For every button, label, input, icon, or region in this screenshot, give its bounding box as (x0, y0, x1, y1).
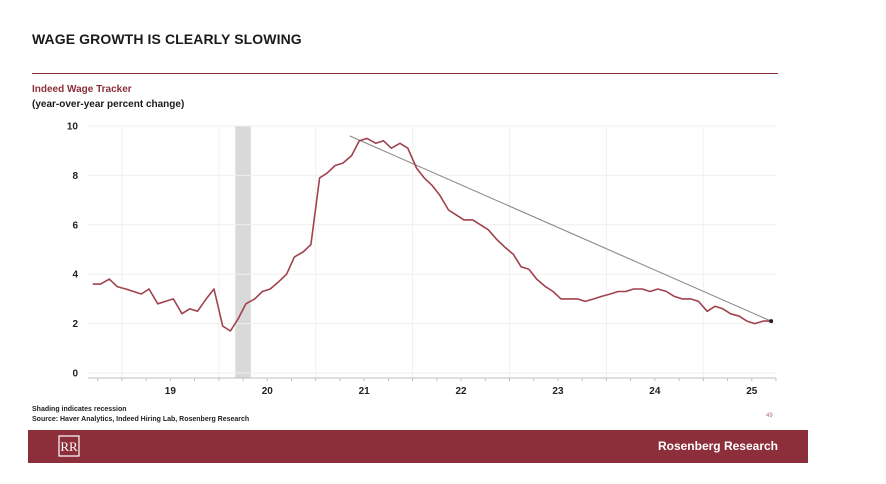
slide-background (28, 22, 808, 464)
y-tick-label: 2 (72, 319, 78, 330)
chart-subtitle: Indeed Wage Tracker (32, 84, 132, 95)
trend-line (349, 135, 772, 322)
brand-name: Rosenberg Research (657, 439, 778, 453)
x-tick-label: 20 (262, 386, 274, 397)
series-line-wage-tracker (92, 137, 772, 332)
x-tick-label: 25 (746, 386, 758, 397)
x-tick-label: 24 (649, 386, 661, 397)
x-tick-label: 21 (359, 386, 371, 397)
footer-bar: RR Rosenberg Research (28, 430, 808, 463)
y-tick-label: 4 (72, 270, 78, 281)
y-tick-label: 0 (72, 369, 78, 380)
chart-notes: Shading indicates recession Source: Have… (32, 405, 249, 425)
y-tick-label: 10 (67, 122, 79, 133)
chart-unit-note: (year-over-year percent change) (32, 99, 185, 110)
recession-band (235, 126, 251, 378)
y-tick-label: 6 (72, 220, 78, 231)
source-note: Source: Haver Analytics, Indeed Hiring L… (32, 416, 250, 423)
x-tick-label: 19 (165, 386, 177, 397)
y-tick-label: 8 (72, 171, 78, 182)
x-tick-label: 22 (456, 386, 468, 397)
title-divider (32, 73, 778, 74)
page-title: WAGE GROWTH IS CLEARLY SLOWING (32, 31, 302, 47)
logo-text: RR (60, 439, 78, 454)
trend-end-point (769, 319, 774, 324)
shading-note: Shading indicates recession (32, 406, 127, 413)
page-number: 49 (766, 413, 773, 419)
x-tick-label: 23 (552, 386, 564, 397)
rosenberg-logo-icon: RR (58, 435, 80, 457)
